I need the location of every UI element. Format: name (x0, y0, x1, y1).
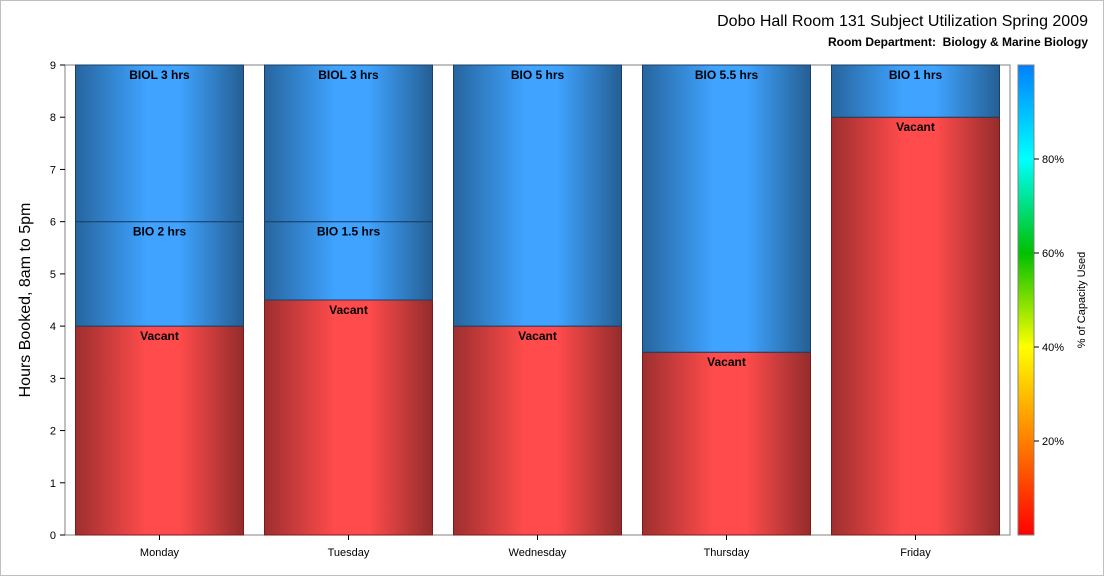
colorbar-tick-label: 40% (1042, 342, 1064, 354)
bar-segment-label: BIO 1.5 hrs (317, 225, 381, 239)
y-tick-label: 5 (50, 269, 56, 281)
bar-segment-label: BIO 1 hrs (889, 68, 943, 82)
y-tick-label: 4 (50, 321, 56, 333)
colorbar-tick-label: 20% (1042, 436, 1064, 448)
colorbar-tick-label: 80% (1042, 154, 1064, 166)
bar-segment-booked (642, 64, 811, 353)
x-tick-label: Friday (900, 547, 931, 559)
y-tick-label: 1 (50, 478, 56, 490)
bar-segment-label: Vacant (707, 355, 746, 369)
y-tick-label: 7 (50, 164, 56, 176)
colorbar (1017, 64, 1035, 536)
y-tick-label: 6 (50, 217, 56, 229)
bar-segment-booked (264, 221, 433, 301)
chart-subtitle: Room Department: Biology & Marine Biolog… (827, 35, 1088, 49)
y-tick-label: 3 (50, 373, 56, 385)
y-tick-label: 0 (50, 530, 56, 542)
bar-segment-booked (264, 64, 433, 223)
x-tick-label: Thursday (704, 547, 750, 559)
plot-group: 0 1 2 3 4 5 6 7 8 9 Vacant BIO 2 hrs BIOL 3 hrs Monda… (50, 60, 1064, 559)
bar-segment-label: Vacant (329, 303, 368, 317)
bar-segment-vacant (831, 116, 1000, 536)
bar-segment-booked (75, 64, 244, 223)
bar-segment-booked (831, 64, 1000, 118)
x-tick-label: Tuesday (328, 547, 370, 559)
bar-segment-booked (75, 221, 244, 327)
y-tick-label: 9 (50, 60, 56, 72)
bar-segment-vacant (264, 299, 433, 536)
bar-segment-label: BIOL 3 hrs (129, 68, 190, 82)
bar-segment-label: Vacant (896, 120, 935, 134)
bar-segment-label: BIO 5 hrs (511, 68, 565, 82)
colorbar-tick-label: 60% (1042, 248, 1064, 260)
bar-segment-label: Vacant (518, 329, 557, 343)
x-tick-label: Monday (140, 547, 180, 559)
y-tick-label: 8 (50, 112, 56, 124)
y-tick-label: 2 (50, 426, 56, 438)
bar-segment-vacant (75, 325, 244, 536)
bar-segment-label: BIOL 3 hrs (318, 68, 379, 82)
bar-segment-booked (453, 64, 622, 327)
bar-segment-label: Vacant (140, 329, 179, 343)
bar-segment-vacant (642, 351, 811, 536)
bar-segment-label: BIO 5.5 hrs (695, 68, 759, 82)
x-tick-label: Wednesday (509, 547, 567, 559)
chart-title: Dobo Hall Room 131 Subject Utilization S… (717, 13, 1088, 30)
bar-segment-vacant (453, 325, 622, 536)
bar-segment-label: BIO 2 hrs (133, 225, 187, 239)
